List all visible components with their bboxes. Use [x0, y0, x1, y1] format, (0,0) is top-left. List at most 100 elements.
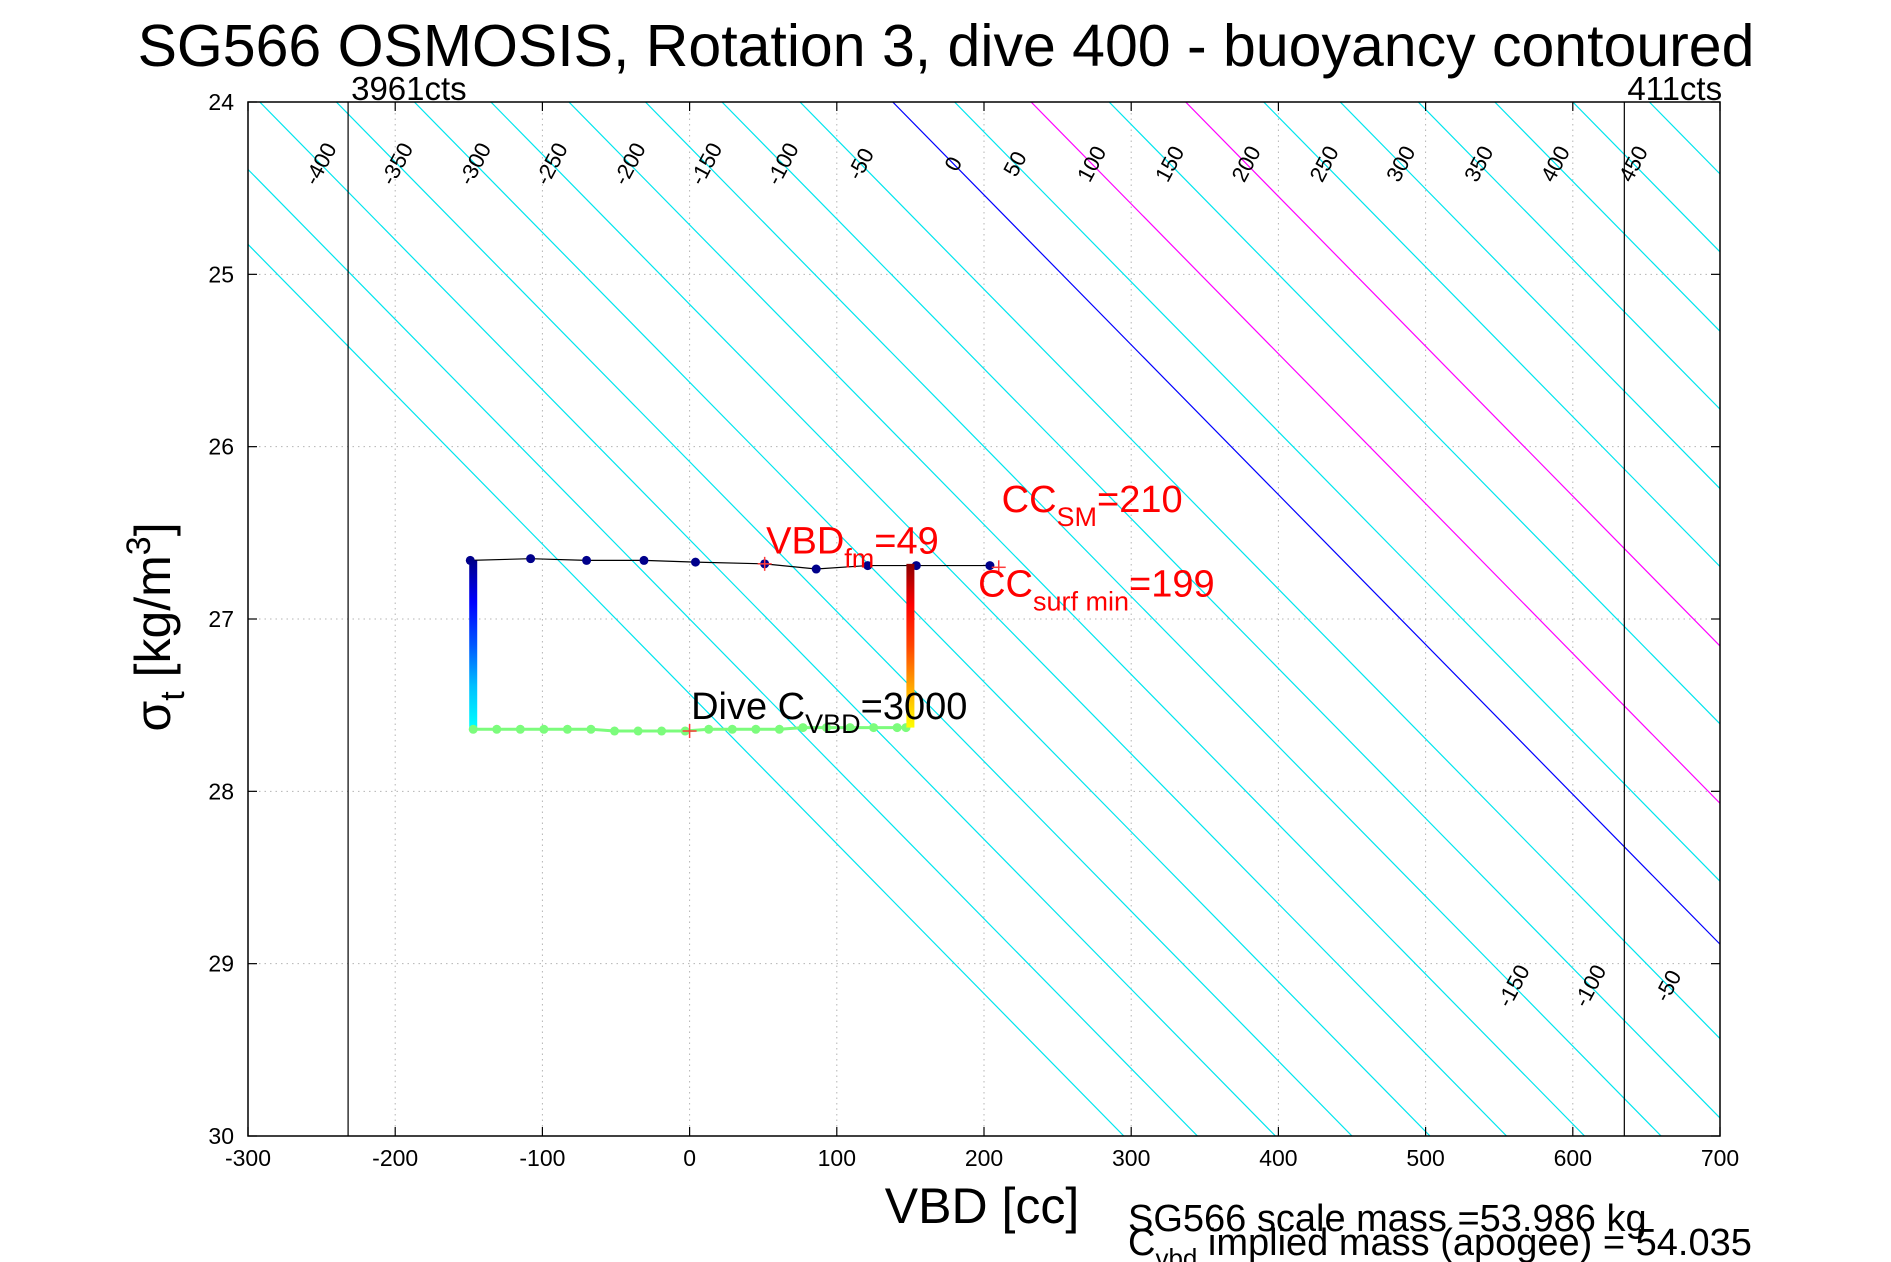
y-tick-label: 26 — [208, 434, 234, 460]
x-tick-label: 300 — [1112, 1145, 1150, 1171]
contour-line — [335, 102, 1353, 1136]
surface-point — [526, 554, 536, 564]
contour-line — [799, 102, 1720, 1040]
contour-line — [248, 168, 1198, 1136]
contour-line — [645, 102, 1662, 1136]
annotation-subscript: fm — [844, 544, 874, 574]
y-tick-label: 24 — [208, 89, 234, 115]
annotation-value: =49 — [874, 521, 938, 563]
contour-line — [1030, 102, 1720, 805]
footer-cvbd: C — [1128, 1222, 1155, 1262]
contour-line — [413, 102, 1431, 1136]
annotation-value: =3000 — [861, 686, 968, 728]
footer-cvbd-sub: vbd — [1155, 1243, 1197, 1262]
surface-connector-line — [470, 558, 990, 570]
annotation-text: CC — [978, 564, 1033, 606]
contour-line — [954, 102, 1720, 883]
contour-line — [1263, 102, 1720, 568]
contour-line — [1417, 102, 1720, 411]
vbd-limit-lines: 3961cts 411cts — [347, 70, 1722, 1136]
bottom-point — [845, 723, 855, 733]
annotation-value: =210 — [1097, 479, 1183, 521]
vbd-limit-label: 411cts — [1627, 70, 1722, 107]
contour-line — [1882, 102, 1891, 1136]
contour-line — [721, 102, 1720, 1119]
x-tick-label: 700 — [1701, 1145, 1739, 1171]
descent-column — [469, 560, 478, 728]
footer-implied-text: implied mass (apogee) = 54.035 — [1197, 1222, 1752, 1262]
y-axis-subscript: t — [154, 691, 192, 701]
bottom-point — [586, 724, 596, 734]
contour-line — [1727, 102, 1891, 1136]
contour-line — [1494, 102, 1720, 333]
y-tick-label: 30 — [208, 1123, 234, 1149]
bottom-point — [751, 724, 761, 734]
axis-ticks: -300 -200 -100 0 100 200 300 400 500 600 700 24 25 26… — [208, 89, 1739, 1171]
chart-title: SG566 OSMOSIS, Rotation 3, dive 400 - bu… — [138, 13, 1755, 79]
x-tick-label: 400 — [1259, 1145, 1297, 1171]
contour-line — [490, 102, 1507, 1136]
annotation-value: =199 — [1129, 564, 1215, 606]
annotation-dive-cvbd: Dive CVBD=3000 — [691, 686, 967, 739]
bottom-point — [562, 724, 572, 734]
bottom-point — [727, 724, 737, 734]
bottom-point — [610, 726, 620, 736]
contour-line — [1339, 102, 1720, 490]
bottom-point — [774, 724, 784, 734]
annotation-vbd-fm: VBDfm=49 — [766, 521, 939, 574]
annotation-text: Dive C — [691, 686, 805, 728]
surface-point — [582, 555, 592, 565]
contour-line — [1804, 102, 1891, 1136]
annotation-text: VBD — [766, 521, 844, 563]
annotation-text: CC — [1002, 479, 1057, 521]
x-axis-label: VBD [cc] — [885, 1178, 1079, 1234]
footer-scale-mass: SG566 scale mass =53.986 kg — [1128, 1198, 1647, 1240]
y-tick-label: 29 — [208, 951, 234, 977]
bottom-point — [892, 723, 902, 733]
bottom-point — [798, 723, 808, 733]
y-axis-label: σt [kg/m3] — [120, 522, 192, 731]
buoyancy-contours — [248, 102, 1891, 1136]
y-axis-symbol: σ — [125, 701, 181, 732]
vbd-limit-label: 3961cts — [351, 70, 467, 107]
surface-point — [811, 564, 821, 574]
reference-markers — [682, 556, 1006, 739]
x-tick-label: 200 — [965, 1145, 1003, 1171]
x-tick-label: 500 — [1406, 1145, 1444, 1171]
bottom-point — [633, 726, 643, 736]
contour-line — [568, 102, 1586, 1136]
annotation-subscript: SM — [1057, 502, 1098, 532]
bottom-point — [468, 724, 478, 734]
bottom-point — [539, 724, 549, 734]
contour-line — [1185, 102, 1720, 647]
contour-line — [259, 102, 1276, 1136]
contour-line — [1108, 102, 1720, 725]
surface-point — [863, 561, 873, 571]
annotation-subscript: surf min — [1033, 587, 1129, 617]
footer-implied-mass: Cvbd implied mass (apogee) = 54.035 — [1128, 1222, 1752, 1262]
x-tick-label: 0 — [683, 1145, 696, 1171]
y-tick-label: 25 — [208, 261, 234, 287]
x-tick-label: 600 — [1554, 1145, 1592, 1171]
annotation-cc-sm: CCSM=210 — [1002, 479, 1183, 532]
ascent-column — [906, 563, 915, 728]
y-tick-label: 28 — [208, 778, 234, 804]
surface-point — [690, 557, 700, 567]
bottom-point — [821, 723, 831, 733]
y-tick-label: 27 — [208, 606, 234, 632]
bottom-point — [515, 724, 525, 734]
surface-point — [639, 555, 649, 565]
annotation-cc-surf: CCsurf min=199 — [978, 564, 1215, 617]
bottom-point — [657, 726, 667, 736]
y-axis-unit-close: ] — [125, 522, 181, 536]
bottom-point — [869, 723, 879, 733]
x-tick-label: 100 — [818, 1145, 856, 1171]
x-tick-label: -200 — [372, 1145, 418, 1171]
contour-line — [248, 243, 1125, 1136]
contour-line — [892, 102, 1720, 946]
x-tick-label: -100 — [519, 1145, 565, 1171]
bottom-point — [492, 724, 502, 734]
y-axis-unit: [kg/m — [125, 555, 181, 691]
